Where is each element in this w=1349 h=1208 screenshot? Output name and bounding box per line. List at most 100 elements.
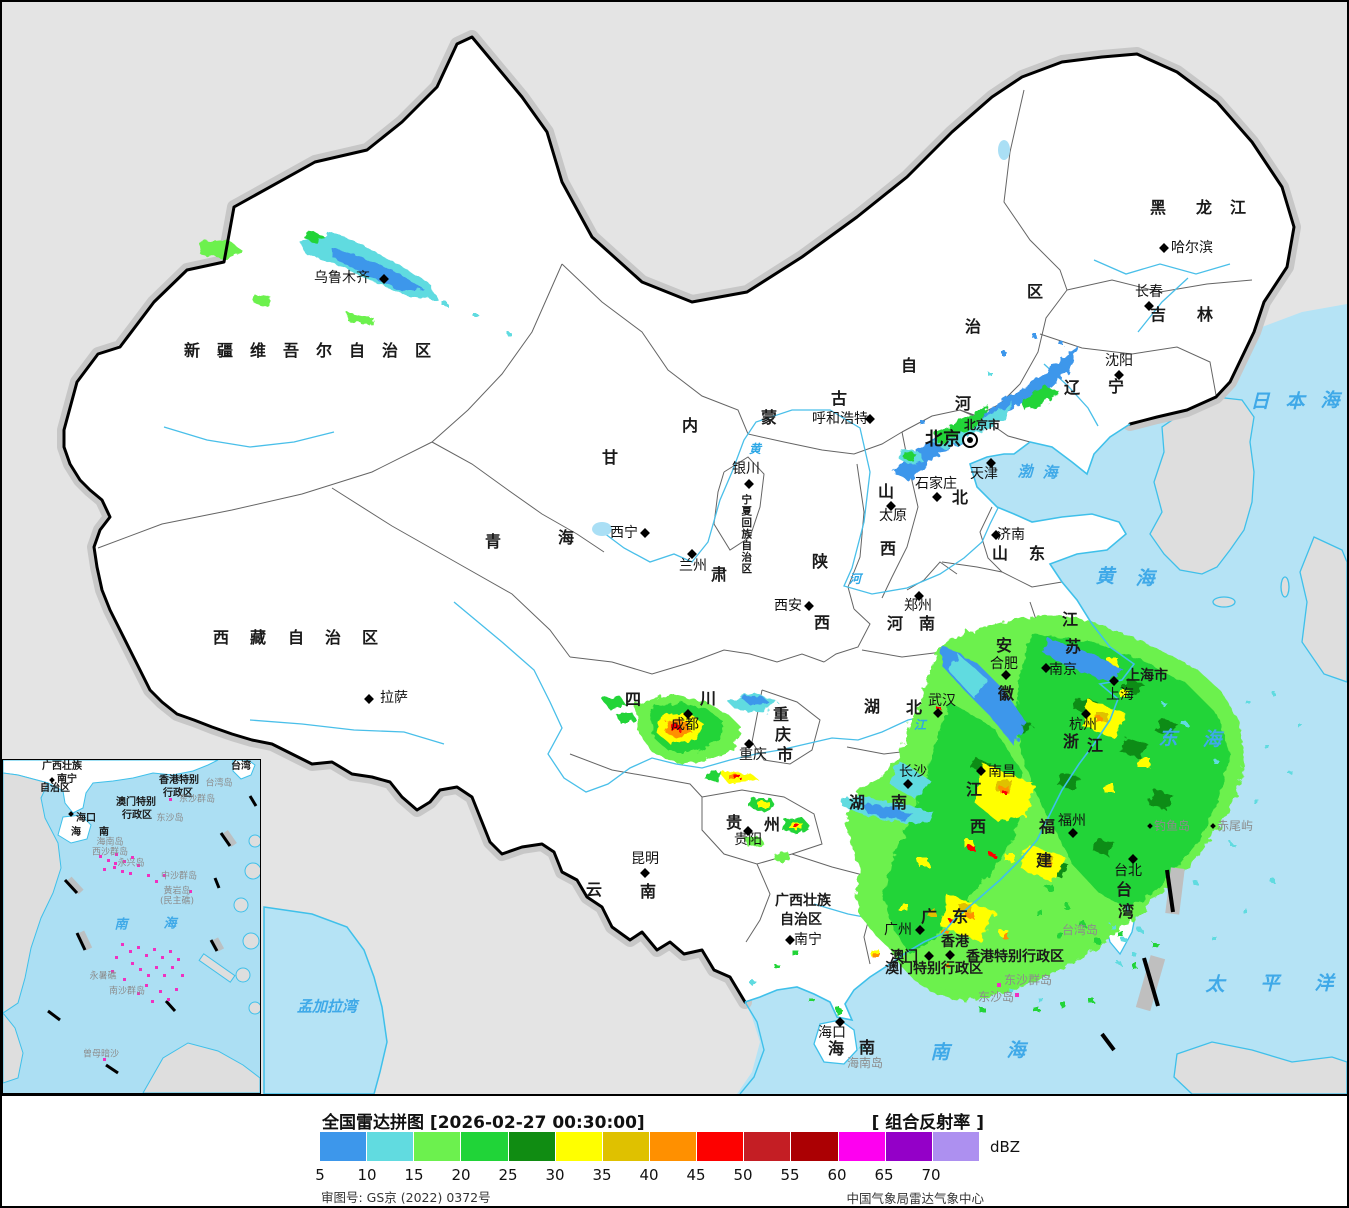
map-label: 海 (1135, 567, 1155, 590)
map-label: 北 (951, 488, 969, 507)
foreign-land (1149, 396, 1347, 1094)
inset-label: 行政区 (163, 788, 193, 799)
city-label: 呼和浩特 (812, 411, 868, 427)
map-label: 区 (361, 628, 379, 647)
national-border (62, 35, 1296, 1004)
map-label: 西 (969, 817, 987, 836)
map-label: 青 (484, 532, 502, 551)
inset-label: 海 (71, 827, 81, 838)
inset-label: 曾母暗沙 (82, 1049, 120, 1060)
map-label: 海南岛 (846, 1056, 884, 1070)
map-label: 钓鱼岛 (1153, 819, 1191, 833)
legend-tick: 65 (874, 1166, 894, 1184)
map-label: 治 (381, 341, 399, 360)
map-canvas (57, 30, 1347, 1094)
legend-color-cell-65 (885, 1132, 932, 1161)
map-label: 山 (991, 544, 1009, 563)
map-label: 蒙 (760, 408, 778, 427)
map-label: 建 (1035, 851, 1053, 870)
map-label: 东 (1028, 544, 1046, 563)
city-label: 杭州 (1069, 717, 1097, 733)
city-label: 银川 (732, 461, 760, 477)
map-label: 东 (1158, 727, 1178, 750)
map-label: 平 (1260, 972, 1280, 995)
map-label: 台 (1115, 880, 1133, 899)
map-label: 治 (964, 317, 982, 336)
product-label: [ 组合反射率 ] (871, 1113, 984, 1133)
inset-label: 自治区 (40, 783, 70, 794)
inset-label: 南 (114, 917, 128, 933)
inset-label: 南沙群岛 (108, 986, 146, 997)
map-label: 自 (900, 356, 918, 375)
inset-label: 西沙群岛 (91, 847, 129, 858)
legend-tick: 10 (357, 1166, 377, 1184)
map-label: 市 (776, 745, 794, 764)
reef-dots (997, 983, 1019, 997)
map-label: 川 (699, 689, 717, 708)
map-label: 江 (1229, 198, 1247, 217)
map-label: 湖 (848, 793, 866, 812)
map-label: 香港 (941, 934, 969, 950)
inset-label: 永暑礁 (89, 971, 117, 982)
city-label: 石家庄 (915, 476, 957, 492)
map-label: 庆 (774, 725, 792, 744)
legend-tick: 35 (592, 1166, 612, 1184)
map-label: 黑 (1149, 198, 1167, 217)
map-label: 吉 (1149, 305, 1167, 324)
city-label: 台北 (1114, 863, 1142, 879)
inset-label: 海 (163, 916, 177, 932)
map-label: 西 (212, 628, 230, 647)
map-label: 维 (249, 341, 267, 360)
legend-color-cell-55 (791, 1132, 838, 1161)
city-label: 拉萨 (380, 690, 408, 706)
map-label: 陕 (811, 552, 829, 571)
map-label: 上海市 (1126, 668, 1168, 684)
legend-title: 全国雷达拼图 [2026-02-27 00:30:00] (322, 1113, 645, 1133)
legend-tick: 25 (498, 1166, 518, 1184)
capital-marker (962, 432, 978, 448)
inset-label: 海南岛 (96, 837, 124, 848)
map-label: 内 (681, 416, 699, 435)
map-label: 苏 (1064, 637, 1082, 656)
legend-tick: 40 (639, 1166, 659, 1184)
city-label: 昆明 (631, 851, 659, 867)
map-label: 海 (1320, 389, 1340, 412)
map-label: 东沙岛 (977, 990, 1015, 1004)
map-label: 广西壮族 (775, 893, 831, 909)
city-label: 济南 (997, 527, 1025, 543)
map-label: 海 (1006, 1039, 1026, 1062)
map-label: 新 (183, 341, 201, 360)
map-label: 区 (1026, 282, 1044, 301)
map-label: 河 (954, 394, 972, 413)
legend-color-cell-50 (744, 1132, 791, 1161)
city-label: 长春 (1135, 284, 1163, 300)
map-label: 南 (890, 793, 908, 812)
map-label: 孟加拉湾 (296, 997, 358, 1016)
legend-tick: 30 (545, 1166, 565, 1184)
inset-label: 南宁 (57, 774, 77, 785)
legend-color-cell-5 (320, 1132, 367, 1161)
map-label: 日 (1250, 390, 1270, 413)
city-label: 天津 (970, 466, 998, 482)
map-label: 南 (639, 882, 657, 901)
city-label: 贵阳 (734, 832, 762, 848)
map-label: 宁夏回族自治区 (740, 493, 753, 575)
legend-color-cell-40 (649, 1132, 697, 1161)
map-label: 赤尾屿 (1216, 819, 1254, 833)
inset-label: 东沙岛 (156, 813, 184, 824)
inset-label: (民主礁) (159, 896, 195, 907)
map-label: 黄 (1095, 565, 1115, 588)
city-label: 武汉 (928, 693, 956, 709)
map-label: 龙 (1195, 198, 1213, 217)
map-label: 甘 (601, 448, 619, 467)
city-label: 上海 (1106, 687, 1134, 703)
map-approval-number: 审图号: GS京 (2022) 0372号 (321, 1190, 491, 1205)
map-label: 洋 (1314, 972, 1334, 995)
map-label: 南 (918, 614, 936, 633)
inset-label: 海口 (76, 813, 96, 824)
legend-tick: 15 (404, 1166, 424, 1184)
map-label: 渤 (1017, 462, 1033, 481)
capital-city-label: 北京市 (963, 418, 1001, 432)
inset-label: 东沙群岛 (178, 794, 216, 805)
